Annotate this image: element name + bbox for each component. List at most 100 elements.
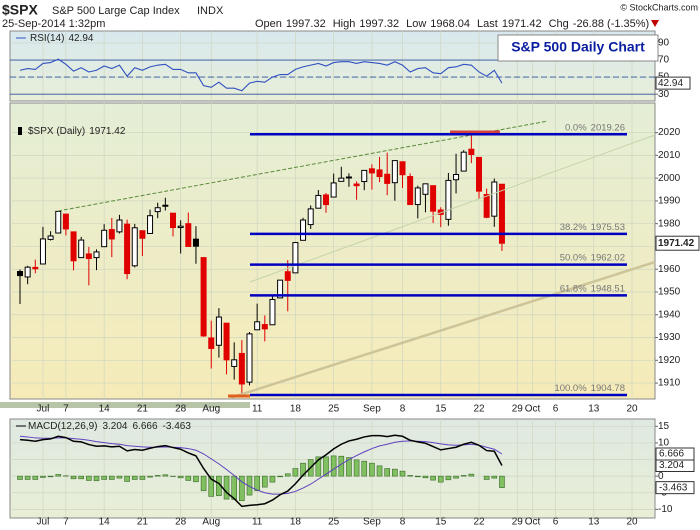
trendline [57,120,549,212]
x-tick-label: Jul [37,404,50,415]
candle-body [192,238,199,247]
fib-label: 50.0% 1962.02 [560,252,625,263]
y-tick-label: 1950 [658,287,681,298]
candle-body [17,270,23,277]
quote: Open 1997.32 High 1997.32 Low 1968.04 Last 1971… [255,18,649,30]
quote-value: -26.88 (-1.35%) [573,18,649,30]
macd-line [19,434,503,508]
candle-body [93,251,100,259]
histogram-bar [93,475,100,482]
histogram-bar [131,475,138,480]
legend-value: 6.666 [133,421,158,432]
quote-label: High [333,18,356,30]
candle-body [353,183,360,187]
histogram-bar [269,475,276,483]
histogram-bar [369,462,375,477]
histogram-bar [200,475,207,492]
legend-icon [18,127,22,135]
legend: MACD(12,26,9) 3.204 6.666 -3.463 [28,421,191,432]
value-box [655,76,691,90]
x-tick-label: 11 [252,404,263,415]
histogram-bar [246,475,253,496]
histogram-bar [109,475,115,480]
histogram-bar [78,475,84,480]
candle-body [39,238,46,265]
candle-body [315,194,322,209]
security-name: S&P 500 Large Cap Index [52,5,180,17]
x-tick-label: Aug [202,517,220,528]
candle-body [391,160,398,184]
y-tick-label: 2000 [658,173,681,184]
legend-value: 42.94 [68,33,93,44]
trendline [229,260,656,400]
x-tick-label: 14 [99,404,111,415]
x-tick-label: 15 [435,404,447,415]
exchange: INDX [197,5,224,17]
x-tick-label: 11 [252,517,263,528]
x-tick-label: 20 [626,517,638,528]
candle-body [376,169,383,178]
histogram-bar [124,475,130,482]
histogram-bar [32,475,39,480]
candle-body [154,207,161,213]
candle-body [162,204,169,207]
histogram-bar [261,475,268,488]
candle-body [208,337,215,349]
datetime: 25-Sep-2014 1:32pm [2,18,105,30]
candle-body [246,333,253,383]
x-tick-label: 13 [588,404,600,415]
y-tick-label: 1960 [658,264,681,275]
candle-body [24,266,31,278]
histogram-bar [70,475,77,480]
candle-body [483,194,490,218]
quote-value: 1971.42 [502,18,542,30]
y-tick-label: 2010 [658,150,681,161]
y-tick-label: 1930 [658,332,681,343]
candle-body [116,219,123,233]
price-box [655,235,700,251]
candle-body [284,271,291,281]
histogram-bar [468,473,475,477]
legend-label: RSI(14) [30,33,64,44]
candle-body [78,239,85,259]
histogram-bar [55,474,62,477]
x-tick-label: 22 [473,404,485,415]
trendline [249,134,656,283]
histogram-bar [453,475,459,479]
fib-value: 1904.78 [591,382,625,393]
histogram-bar [147,475,153,478]
candle-body [292,242,299,274]
quote-label: Last [477,18,498,30]
candle-body [85,253,92,260]
histogram-bar [193,475,199,483]
x-tick-label: Sep [363,517,381,528]
histogram-bar [376,465,383,477]
y-tick-label: 0 [658,471,664,482]
histogram-bar [47,475,54,478]
candle-body [215,316,222,346]
fib-value: 1948.51 [591,283,625,294]
histogram-bar [284,473,291,477]
legend-label: MACD(12,26,9) [28,421,97,432]
candle-body [101,229,108,248]
candle-body [323,194,329,206]
candle-body [300,219,307,241]
histogram-bar [460,475,467,477]
legend-value: 1971.42 [89,126,126,137]
x-tick-label: Oct [525,404,541,415]
candle-body [277,279,284,299]
y-tick-label: 10 [658,438,670,449]
candle-body [460,151,467,172]
histogram-bar [17,475,23,480]
histogram-bar [422,475,429,479]
title-box [497,34,659,62]
legend: $SPX (Daily) 1971.42 [28,126,126,137]
candle-body [131,227,138,267]
histogram-bar [445,475,452,481]
x-tick-label: 6 [553,517,559,528]
histogram-bar [346,457,352,477]
histogram-bar [384,468,391,477]
legend-value: -3.463 [163,421,192,432]
histogram-bar [361,460,368,477]
